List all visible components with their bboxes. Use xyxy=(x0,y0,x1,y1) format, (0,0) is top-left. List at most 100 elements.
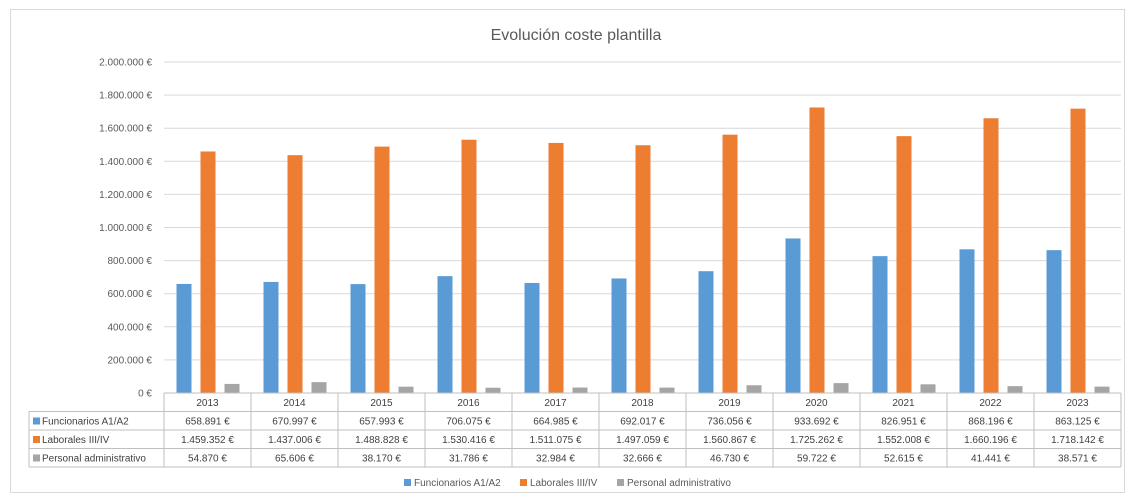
y-tick-label: 600.000 € xyxy=(108,289,153,300)
legend-label-2: Laborales III/IV xyxy=(530,478,598,489)
bar-3-2023 xyxy=(1094,386,1110,393)
x-tick-label: 2013 xyxy=(196,398,219,409)
data-label: 1.560.867 € xyxy=(703,435,756,446)
bar-3-2015 xyxy=(398,386,414,393)
bar-3-2013 xyxy=(224,383,240,393)
bar-2-2021 xyxy=(896,136,912,393)
y-axis-ticks: 0 € 200.000 € 400.000 € 600.000 € 800.000 € 1… xyxy=(99,58,152,400)
x-tick-label: 2019 xyxy=(718,398,741,409)
bar-2-2015 xyxy=(374,146,390,393)
x-tick-label: 2017 xyxy=(544,398,567,409)
data-label: 65.606 € xyxy=(275,454,314,465)
data-label: 1.725.262 € xyxy=(790,435,843,446)
bar-1-2016 xyxy=(437,276,453,393)
x-tick-label: 2018 xyxy=(631,398,654,409)
y-tick-label: 2.000.000 € xyxy=(99,58,152,69)
y-tick-label: 0 € xyxy=(138,389,152,400)
bar-3-2016 xyxy=(485,387,501,393)
bar-2-2022 xyxy=(983,118,999,394)
bar-3-2022 xyxy=(1007,386,1023,393)
data-label: 52.615 € xyxy=(884,454,923,465)
legend-key-1 xyxy=(33,417,40,425)
data-label: 692.017 € xyxy=(620,417,665,428)
x-tick-label: 2016 xyxy=(457,398,480,409)
bar-1-2018 xyxy=(611,278,627,393)
bar-2-2017 xyxy=(548,142,564,393)
data-label: 1.511.075 € xyxy=(529,435,582,446)
data-label: 706.075 € xyxy=(446,417,491,428)
data-label: 59.722 € xyxy=(797,454,836,465)
data-label: 41.441 € xyxy=(971,454,1010,465)
row-label-1: Funcionarios A1/A2 xyxy=(42,417,129,428)
y-tick-label: 1.600.000 € xyxy=(99,124,152,135)
bar-3-2020 xyxy=(833,383,849,393)
data-label: 664.985 € xyxy=(533,417,578,428)
data-label: 1.497.059 € xyxy=(616,435,669,446)
bar-1-2014 xyxy=(263,281,279,393)
legend-label-1: Funcionarios A1/A2 xyxy=(414,478,501,489)
bar-1-2023 xyxy=(1046,250,1062,393)
row-label-2: Laborales III/IV xyxy=(42,435,110,446)
bar-2-2014 xyxy=(287,155,303,393)
legend-swatch-2 xyxy=(520,479,527,486)
data-label: 46.730 € xyxy=(710,454,749,465)
bar-1-2020 xyxy=(785,238,801,393)
bar-1-2021 xyxy=(872,256,888,393)
legend-key-2 xyxy=(33,436,40,443)
bar-1-2022 xyxy=(959,249,975,393)
data-label: 1.660.196 € xyxy=(964,435,1017,446)
legend-key-3 xyxy=(33,454,40,462)
data-label: 38.170 € xyxy=(362,454,401,465)
data-label: 657.993 € xyxy=(359,417,404,428)
data-label: 1.530.416 € xyxy=(442,435,495,446)
data-label: 826.951 € xyxy=(881,417,926,428)
chart-svg: Evolución coste plantilla 0 € 200.000 € 40… xyxy=(28,27,1122,489)
legend-label-3: Personal administrativo xyxy=(627,478,731,489)
bar-2-2016 xyxy=(461,139,477,393)
data-label: 1.718.142 € xyxy=(1051,435,1104,446)
x-tick-label: 2021 xyxy=(892,398,915,409)
bar-3-2014 xyxy=(311,382,327,393)
data-label: 31.786 € xyxy=(449,454,488,465)
data-label: 1.459.352 € xyxy=(181,435,234,446)
data-label: 658.891 € xyxy=(185,417,230,428)
x-tick-label: 2023 xyxy=(1066,398,1089,409)
x-tick-label: 2022 xyxy=(979,398,1002,409)
chart-title: Evolución coste plantilla xyxy=(491,27,662,44)
bar-3-2019 xyxy=(746,385,762,393)
bar-3-2017 xyxy=(572,387,588,393)
bar-1-2015 xyxy=(350,284,366,393)
data-label: 54.870 € xyxy=(188,454,227,465)
bar-3-2021 xyxy=(920,384,936,393)
bars xyxy=(176,107,1110,394)
row-label-3: Personal administrativo xyxy=(42,454,146,465)
data-label: 32.666 € xyxy=(623,454,662,465)
legend: Funcionarios A1/A2 Laborales III/IV Person… xyxy=(404,478,731,489)
data-label: 736.056 € xyxy=(707,417,752,428)
data-label: 1.552.008 € xyxy=(877,435,930,446)
bar-1-2013 xyxy=(176,283,192,393)
data-label: 933.692 € xyxy=(794,417,839,428)
data-label: 38.571 € xyxy=(1058,454,1097,465)
bar-2-2023 xyxy=(1070,108,1086,394)
y-tick-label: 400.000 € xyxy=(108,322,153,333)
y-tick-label: 200.000 € xyxy=(108,355,153,366)
bar-1-2017 xyxy=(524,282,540,393)
legend-swatch-1 xyxy=(404,479,411,486)
x-tick-label: 2015 xyxy=(370,398,393,409)
data-table: 2013 2014 2015 2016 2017 2018 2019 2020 2021 2022… xyxy=(28,392,1122,468)
x-tick-label: 2020 xyxy=(805,398,828,409)
legend-swatch-3 xyxy=(617,479,624,486)
chart-container: Evolución coste plantilla 0 € 200.000 € 40… xyxy=(10,9,1125,493)
data-label: 863.125 € xyxy=(1055,417,1100,428)
y-tick-label: 1.800.000 € xyxy=(99,91,152,102)
bar-1-2019 xyxy=(698,271,714,393)
bar-3-2018 xyxy=(659,387,675,393)
data-label: 868.196 € xyxy=(968,417,1013,428)
data-label: 32.984 € xyxy=(536,454,575,465)
data-label: 670.997 € xyxy=(272,417,317,428)
data-label: 1.437.006 € xyxy=(268,435,321,446)
bar-2-2018 xyxy=(635,145,651,393)
y-tick-label: 1.400.000 € xyxy=(99,157,152,168)
y-tick-label: 1.000.000 € xyxy=(99,223,152,234)
